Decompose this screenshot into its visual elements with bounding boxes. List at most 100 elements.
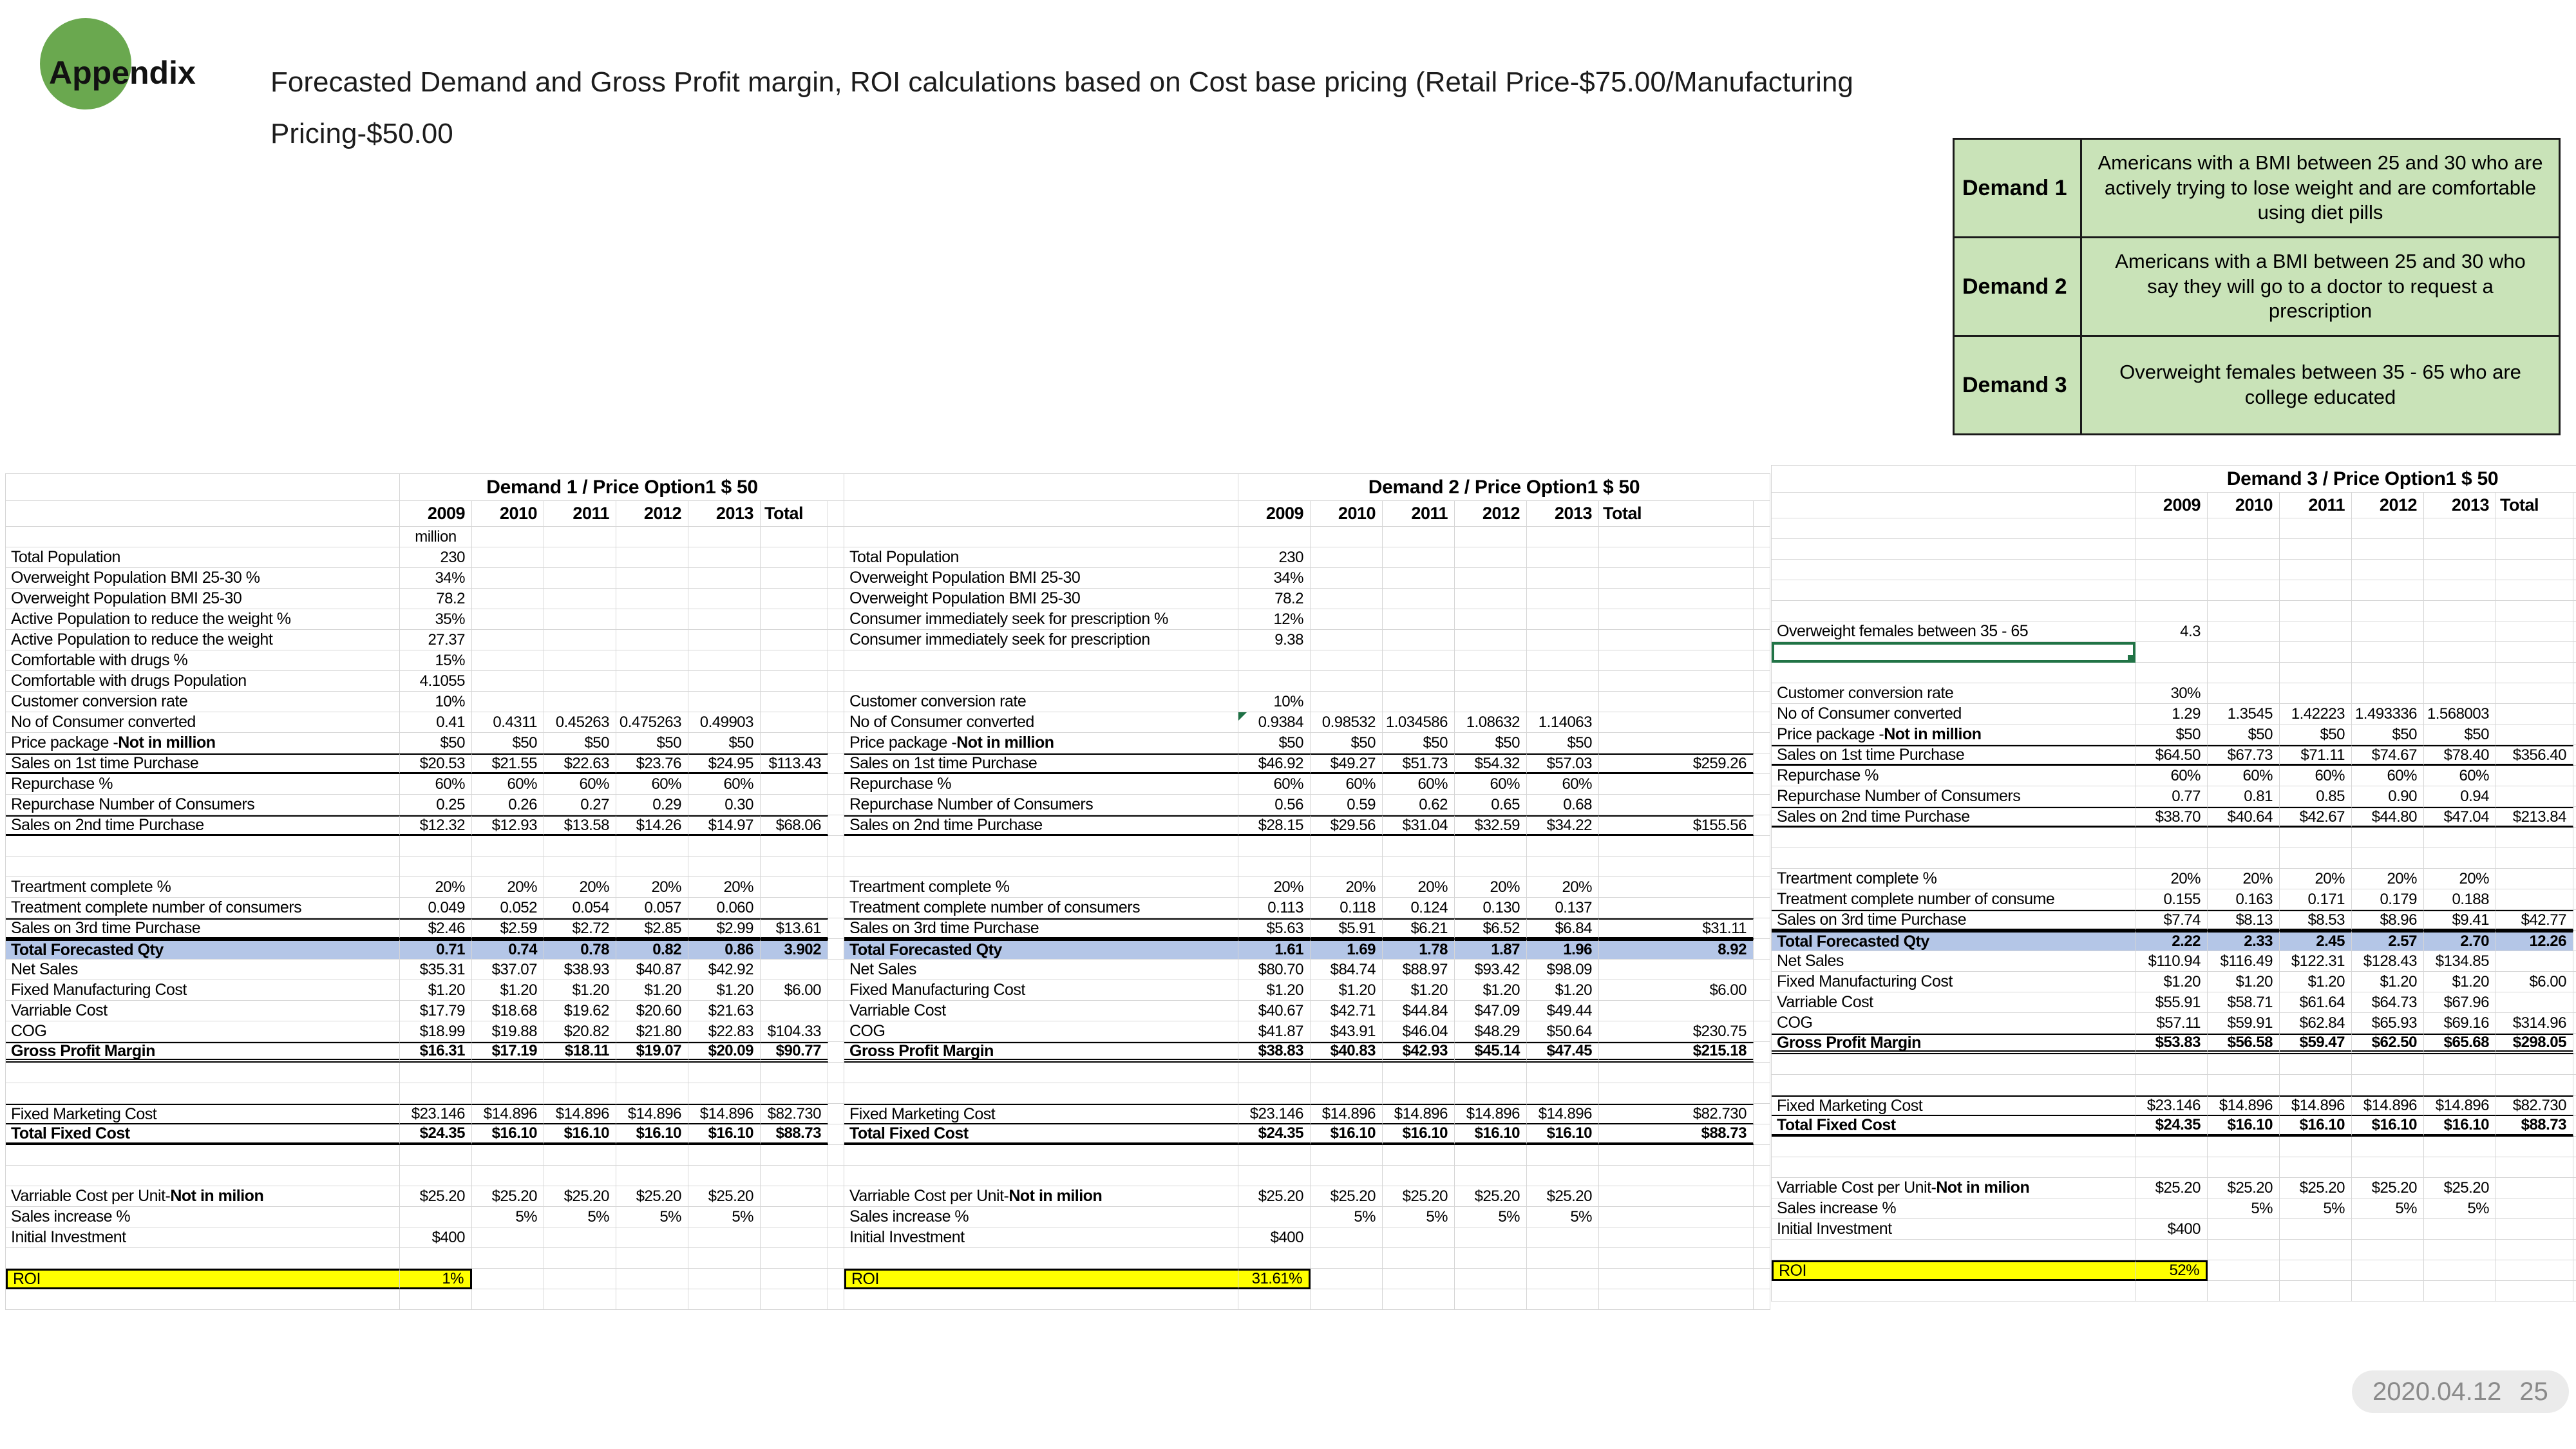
- table-row: Repurchase % 60% 60% 60% 60% 60%: [1772, 766, 2576, 786]
- cell: [688, 1063, 761, 1083]
- cell: $40.83: [1311, 1042, 1383, 1063]
- cell: $50: [2208, 724, 2280, 745]
- cell: [688, 836, 761, 857]
- cell: $122.31: [2280, 951, 2352, 972]
- total-cell: [2496, 1281, 2573, 1302]
- cell: [1238, 857, 1311, 877]
- table-row: Fixed Marketing Cost $23.146 $14.896 $14.89…: [844, 1104, 1770, 1124]
- table-row: Varriable Cost per Unit- Not in milion $25…: [1772, 1178, 2576, 1198]
- filler-cell: [1754, 1166, 1770, 1186]
- cell: [2208, 539, 2280, 560]
- cell: [1383, 547, 1455, 568]
- cell: $47.04: [2424, 807, 2496, 828]
- row-label: [844, 1289, 1238, 1310]
- table-title-row: Demand 3 / Price Option1 $ 50: [1772, 466, 2576, 493]
- filler-cell: [2573, 580, 2576, 601]
- cell: [616, 568, 688, 589]
- table-row: COG $41.87 $43.91 $46.04 $48.29 $50.64 $230.75: [844, 1021, 1770, 1042]
- row-label: Price package - Not in million: [844, 733, 1238, 753]
- row-label: ROI: [1772, 1260, 2136, 1281]
- cell: 0.77: [2136, 786, 2208, 807]
- cell: 1.14063: [1527, 712, 1599, 733]
- cell: [2136, 642, 2208, 663]
- cell: $17.79: [400, 1001, 472, 1021]
- row-label: Sales on 1st time Purchase: [844, 753, 1238, 774]
- cell: $67.96: [2424, 992, 2496, 1013]
- cell: 0.86: [688, 939, 761, 960]
- cell: 31.61%: [1238, 1269, 1311, 1289]
- cell: [2352, 848, 2424, 869]
- cell: $128.43: [2352, 951, 2424, 972]
- total-cell: [1599, 1063, 1754, 1083]
- filler-cell: [1754, 671, 1770, 692]
- cell: $16.31: [400, 1042, 472, 1063]
- cell: [544, 1083, 616, 1104]
- row-label: Fixed Manufacturing Cost: [6, 980, 400, 1001]
- cell: [2352, 1219, 2424, 1240]
- row-label: [1772, 848, 2136, 869]
- filler-cell: [828, 1227, 845, 1248]
- cell: $2.59: [472, 918, 544, 939]
- row-label: Comfortable with drugs Population: [6, 671, 400, 692]
- cell: $25.20: [2280, 1178, 2352, 1198]
- table-row: Initial Investment $400: [1772, 1219, 2576, 1240]
- year-header: 2012: [616, 501, 688, 527]
- table-row: [1772, 539, 2576, 560]
- cell: 0.45263: [544, 712, 616, 733]
- cell: [1383, 589, 1455, 609]
- filler-cell: [1754, 836, 1770, 857]
- cell: $54.32: [1455, 753, 1527, 774]
- table-row: Sales increase % 5% 5% 5% 5%: [6, 1207, 845, 1227]
- cell: [1311, 1227, 1383, 1248]
- cell: [2136, 1137, 2208, 1157]
- filler-cell: [2573, 1178, 2576, 1198]
- filler-cell: [828, 1145, 845, 1166]
- cell: $50: [1455, 733, 1527, 753]
- cell: [616, 650, 688, 671]
- cell: $16.10: [2280, 1116, 2352, 1137]
- total-cell: $6.00: [1599, 980, 1754, 1001]
- filler-cell: [2573, 704, 2576, 724]
- table-row: Sales on 1st time Purchase $46.92 $49.27 $5…: [844, 753, 1770, 774]
- row-label: [6, 836, 400, 857]
- total-cell: [761, 1186, 828, 1207]
- filler-cell: [1754, 568, 1770, 589]
- filler-cell: [828, 733, 845, 753]
- cell: [1383, 1269, 1455, 1289]
- total-cell: [761, 795, 828, 815]
- row-label: Fixed Marketing Cost: [1772, 1095, 2136, 1116]
- filler-cell: [828, 609, 845, 630]
- total-cell: 8.92: [1599, 939, 1754, 960]
- cell: 0.130: [1455, 898, 1527, 918]
- cell: [1527, 671, 1599, 692]
- filler-cell: [1754, 589, 1770, 609]
- cell: [400, 1289, 472, 1310]
- cell: [2208, 580, 2280, 601]
- row-label: [1772, 1281, 2136, 1302]
- total-cell: [2496, 642, 2573, 663]
- filler-cell: [2573, 1260, 2576, 1281]
- cell: $20.82: [544, 1021, 616, 1042]
- cell: $44.84: [1383, 1001, 1455, 1021]
- filler-cell: [1754, 1001, 1770, 1021]
- cell: $49.44: [1527, 1001, 1599, 1021]
- table-row: Gross Profit Margin $53.83 $56.58 $59.47 $62…: [1772, 1034, 2576, 1054]
- cell: [544, 568, 616, 589]
- filler-cell: [2573, 539, 2576, 560]
- total-cell: [2496, 992, 2573, 1013]
- table-row: Customer conversion rate 10%: [6, 692, 845, 712]
- total-cell: [1599, 1145, 1754, 1166]
- cell: [688, 671, 761, 692]
- total-cell: $298.05: [2496, 1034, 2573, 1054]
- cell: $21.80: [616, 1021, 688, 1042]
- cell: [1238, 1166, 1311, 1186]
- cell: 0.137: [1527, 898, 1599, 918]
- filler-cell: [2573, 910, 2576, 931]
- cell: $1.20: [1311, 980, 1383, 1001]
- cell: [616, 692, 688, 712]
- filler-cell: [828, 898, 845, 918]
- cell: $57.03: [1527, 753, 1599, 774]
- table-row: [6, 836, 845, 857]
- cell: [1527, 1145, 1599, 1166]
- cell: [544, 836, 616, 857]
